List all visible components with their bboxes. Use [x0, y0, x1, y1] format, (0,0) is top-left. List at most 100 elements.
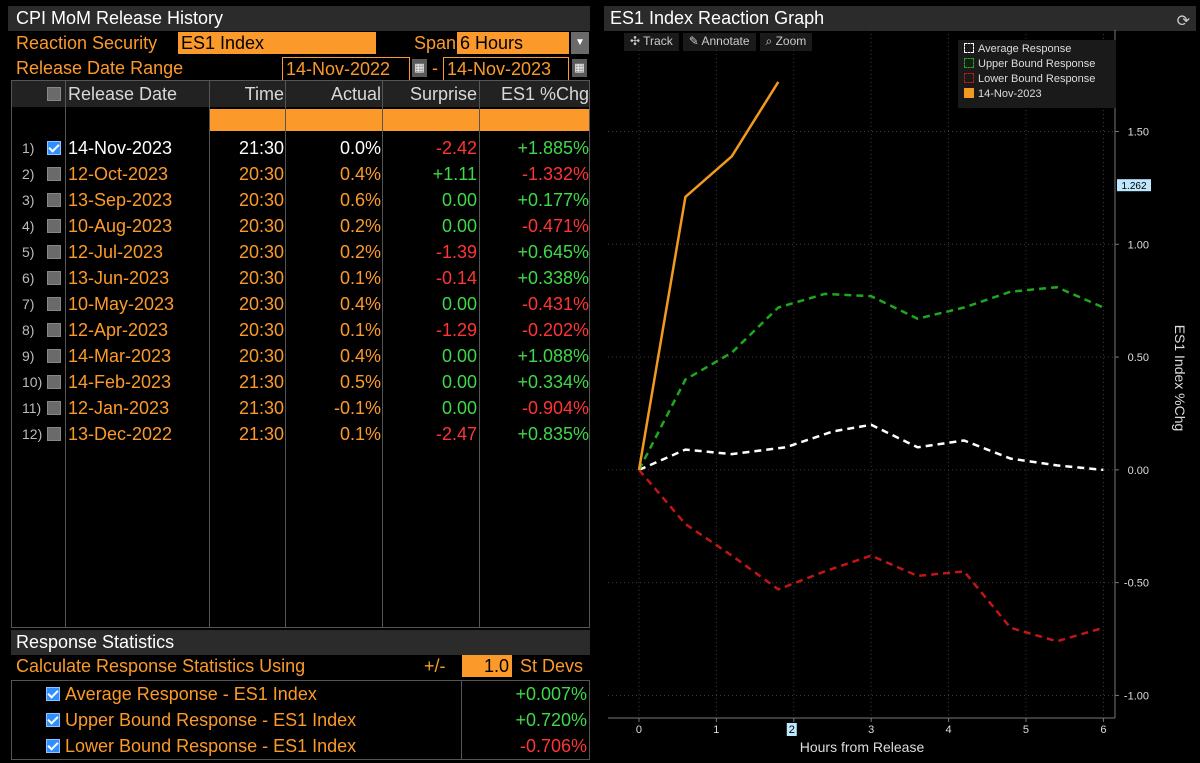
select-all-checkbox[interactable]: [47, 87, 61, 101]
row-surprise: -0.14: [435, 268, 477, 288]
legend-label: Upper Bound Response: [978, 58, 1096, 70]
row-checkbox[interactable]: [47, 245, 61, 259]
row-chg: -1.332%: [521, 164, 589, 184]
row-actual: 0.5%: [339, 372, 381, 392]
row-index: 11): [22, 400, 42, 416]
table-row[interactable]: 7) 10-May-2023 20:30 0.4% 0.00 -0.431%: [12, 291, 591, 317]
chart-legend: Average Response Upper Bound Response Lowe…: [958, 40, 1116, 108]
row-checkbox[interactable]: [47, 167, 61, 181]
stats-checkbox[interactable]: [46, 713, 60, 727]
row-chg: -0.904%: [521, 398, 589, 418]
span-label: Span: [414, 33, 457, 53]
y-tick-label: 1.50: [1128, 127, 1149, 139]
chart-toolbar: ✣ Track ✎ Annotate ⌕ Zoom: [624, 33, 813, 51]
row-index: 4): [22, 218, 35, 234]
reaction-chart[interactable]: 0 1 2 3 4 5 6 1.50 1.00 0.50 0.00 -0.50 -1.00 Hours f…: [600, 0, 1200, 763]
row-checkbox[interactable]: [47, 427, 61, 441]
row-chg: +0.645%: [517, 242, 589, 262]
stats-list: Average Response - ES1 Index +0.007% Upper…: [11, 680, 590, 760]
row-surprise: 0.00: [441, 190, 477, 210]
stats-row[interactable]: Average Response - ES1 Index +0.007%: [12, 681, 589, 707]
filter-time[interactable]: [210, 109, 285, 131]
row-date: 14-Nov-2023: [68, 138, 173, 158]
row-checkbox[interactable]: [47, 401, 61, 415]
col-header-surprise[interactable]: Surprise: [409, 84, 477, 104]
row-index: 9): [22, 348, 35, 364]
legend-item[interactable]: Lower Bound Response: [964, 72, 1095, 87]
row-surprise: +1.11: [432, 164, 477, 184]
row-actual: 0.4%: [339, 346, 381, 366]
stats-label: Average Response - ES1 Index: [65, 684, 317, 704]
release-table: Release Date Time Actual Surprise ES1 %C…: [11, 80, 590, 628]
row-chg: -0.431%: [521, 294, 589, 314]
row-chg: +0.338%: [517, 268, 589, 288]
current-value-box: [1117, 179, 1151, 192]
legend-item[interactable]: Average Response: [964, 42, 1071, 57]
reaction-security-field[interactable]: ES1 Index: [178, 32, 376, 54]
row-index: 6): [22, 270, 35, 286]
stats-value: +0.720%: [515, 710, 587, 730]
table-row[interactable]: 10) 14-Feb-2023 21:30 0.5% 0.00 +0.334%: [12, 369, 591, 395]
x-marker-box: [786, 723, 797, 736]
row-checkbox[interactable]: [47, 141, 61, 155]
y-tick-label: -1.00: [1124, 690, 1149, 702]
stats-row[interactable]: Lower Bound Response - ES1 Index -0.706%: [12, 733, 589, 759]
row-checkbox[interactable]: [47, 219, 61, 233]
row-checkbox[interactable]: [47, 297, 61, 311]
table-row[interactable]: 1) 14-Nov-2023 21:30 0.0% -2.42 +1.885%: [12, 135, 591, 161]
row-checkbox[interactable]: [47, 271, 61, 285]
calendar-icon[interactable]: ▦: [412, 59, 427, 77]
table-row[interactable]: 2) 12-Oct-2023 20:30 0.4% +1.11 -1.332%: [12, 161, 591, 187]
date-to-field[interactable]: 14-Nov-2023: [443, 57, 569, 81]
table-row[interactable]: 11) 12-Jan-2023 21:30 -0.1% 0.00 -0.904%: [12, 395, 591, 421]
table-row[interactable]: 3) 13-Sep-2023 20:30 0.6% 0.00 +0.177%: [12, 187, 591, 213]
row-date: 12-Apr-2023: [68, 320, 169, 340]
row-time: 21:30: [238, 398, 284, 418]
x-tick-label: 1: [713, 724, 719, 736]
table-row[interactable]: 12) 13-Dec-2022 21:30 0.1% -2.47 +0.835%: [12, 421, 591, 447]
chevron-down-icon[interactable]: ▼: [571, 32, 589, 54]
col-header-date[interactable]: Release Date: [68, 84, 178, 104]
stats-checkbox[interactable]: [46, 687, 60, 701]
stdev-input[interactable]: 1.0: [462, 655, 512, 677]
stats-checkbox[interactable]: [46, 739, 60, 753]
row-surprise: -2.42: [435, 138, 477, 158]
col-header-time[interactable]: Time: [244, 84, 284, 104]
row-chg: -0.471%: [521, 216, 589, 236]
date-from-field[interactable]: 14-Nov-2022: [282, 57, 410, 81]
table-row[interactable]: 9) 14-Mar-2023 20:30 0.4% 0.00 +1.088%: [12, 343, 591, 369]
table-row[interactable]: 8) 12-Apr-2023 20:30 0.1% -1.29 -0.202%: [12, 317, 591, 343]
x-tick-label: 5: [1023, 724, 1029, 736]
row-date: 13-Dec-2022: [68, 424, 173, 444]
col-header-actual[interactable]: Actual: [330, 84, 381, 104]
refresh-icon[interactable]: ⟳: [1176, 13, 1190, 30]
filter-surprise[interactable]: [383, 109, 479, 131]
legend-item[interactable]: Upper Bound Response: [964, 57, 1095, 72]
table-row[interactable]: 5) 12-Jul-2023 20:30 0.2% -1.39 +0.645%: [12, 239, 591, 265]
span-select[interactable]: 6 Hours: [457, 32, 569, 54]
row-checkbox[interactable]: [47, 349, 61, 363]
legend-label: Average Response: [978, 43, 1072, 55]
col-header-chg[interactable]: ES1 %Chg: [500, 84, 589, 104]
row-chg: -0.202%: [521, 320, 589, 340]
zoom-button[interactable]: ⌕ Zoom: [759, 33, 813, 51]
row-checkbox[interactable]: [47, 375, 61, 389]
row-checkbox[interactable]: [47, 323, 61, 337]
table-row[interactable]: 4) 10-Aug-2023 20:30 0.2% 0.00 -0.471%: [12, 213, 591, 239]
y-tick-label: 1.00: [1128, 239, 1149, 251]
row-checkbox[interactable]: [47, 193, 61, 207]
legend-swatch: [964, 58, 974, 68]
y-tick-label: -0.50: [1124, 578, 1149, 590]
filter-actual[interactable]: [286, 109, 382, 131]
annotate-button[interactable]: ✎ Annotate: [682, 33, 756, 51]
stats-label: Lower Bound Response - ES1 Index: [65, 736, 357, 756]
x-marker-label: 2: [789, 724, 795, 736]
track-button[interactable]: ✣ Track: [624, 33, 679, 51]
legend-item[interactable]: 14-Nov-2023: [964, 87, 1042, 102]
stats-row[interactable]: Upper Bound Response - ES1 Index +0.720%: [12, 707, 589, 733]
filter-chg[interactable]: [480, 109, 589, 131]
reaction-security-label: Reaction Security: [16, 33, 158, 53]
calendar-icon[interactable]: ▦: [572, 59, 587, 77]
table-row[interactable]: 6) 13-Jun-2023 20:30 0.1% -0.14 +0.338%: [12, 265, 591, 291]
stdev-label: St Devs: [520, 656, 584, 676]
